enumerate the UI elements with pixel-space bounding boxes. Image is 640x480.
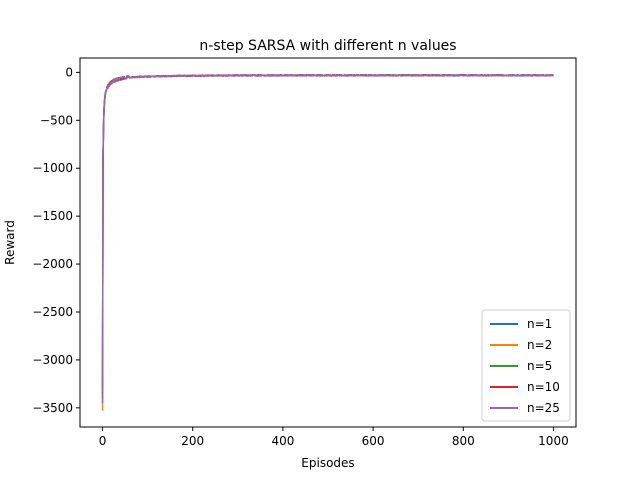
y-tick-label: −2500 xyxy=(32,305,73,319)
y-tick-label: −3500 xyxy=(32,401,73,415)
x-tick-label: 800 xyxy=(452,434,475,448)
y-tick-label: −500 xyxy=(40,113,73,127)
x-axis-ticks: 0 200 400 600 800 1000 xyxy=(99,427,569,448)
y-tick-label: −3000 xyxy=(32,353,73,367)
y-tick-label: −2000 xyxy=(32,257,73,271)
legend-label: n=1 xyxy=(527,317,552,331)
y-axis-ticks: 0 −500 −1000 −1500 −2000 −2500 −3000 −3500 xyxy=(32,65,80,415)
legend-label: n=2 xyxy=(527,338,552,352)
x-tick-label: 200 xyxy=(181,434,204,448)
x-tick-label: 0 xyxy=(99,434,107,448)
y-tick-label: −1000 xyxy=(32,161,73,175)
x-tick-label: 600 xyxy=(362,434,385,448)
series-line-n-25 xyxy=(101,74,554,404)
legend-label: n=5 xyxy=(527,359,552,373)
x-tick-label: 1000 xyxy=(538,434,569,448)
legend-box xyxy=(481,309,571,422)
legend-label: n=25 xyxy=(527,401,560,415)
chart-title: n-step SARSA with different n values xyxy=(199,38,456,54)
y-tick-label: −1500 xyxy=(32,209,73,223)
legend: n=1 n=2 n=5 n=10 n=25 xyxy=(481,309,571,422)
x-axis-label: Episodes xyxy=(301,456,354,470)
y-axis-label: Reward xyxy=(3,220,17,265)
legend-label: n=10 xyxy=(527,380,560,394)
axes-frame xyxy=(79,57,577,428)
series-layer xyxy=(101,73,554,411)
y-tick-label: 0 xyxy=(65,65,73,79)
plot-area xyxy=(79,57,577,428)
x-tick-label: 400 xyxy=(271,434,294,448)
